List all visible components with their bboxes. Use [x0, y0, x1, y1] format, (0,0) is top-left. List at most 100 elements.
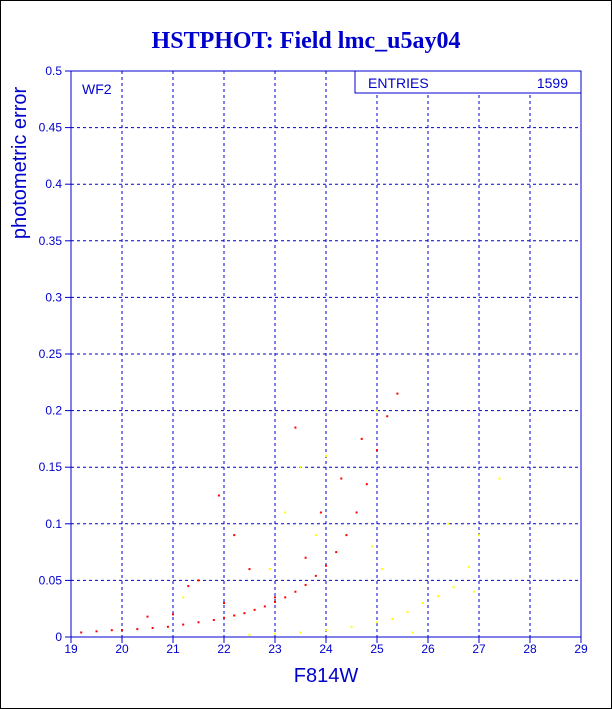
- data-point: [376, 621, 378, 624]
- stats-entries-label: ENTRIES: [368, 75, 429, 91]
- x-tick-label: 26: [421, 642, 435, 656]
- data-point: [274, 632, 276, 635]
- data-point: [80, 631, 83, 634]
- data-point: [182, 596, 185, 599]
- x-tick-label: 22: [217, 642, 231, 656]
- data-point: [381, 568, 384, 571]
- data-point: [243, 612, 246, 615]
- series-yellow: [182, 409, 501, 636]
- data-point: [370, 545, 373, 548]
- y-tick-label: 0.3: [45, 290, 62, 304]
- x-tick-label: 29: [574, 642, 588, 656]
- data-point: [274, 596, 276, 599]
- data-point: [325, 629, 327, 632]
- data-point: [136, 628, 139, 631]
- data-point: [478, 534, 480, 537]
- y-tick-label: 0: [55, 630, 62, 644]
- data-point: [197, 579, 200, 582]
- data-point: [411, 631, 414, 634]
- y-tick-label: 0.05: [39, 573, 63, 587]
- data-point: [284, 511, 287, 514]
- data-point: [268, 568, 271, 571]
- data-point: [95, 630, 98, 633]
- x-tick-label: 25: [370, 642, 384, 656]
- data-point: [340, 477, 343, 480]
- panel-label: WF2: [82, 81, 112, 97]
- data-point: [386, 415, 389, 418]
- stats-entries-value: 1599: [537, 75, 568, 91]
- data-point: [314, 574, 317, 577]
- data-point: [217, 494, 220, 497]
- data-point: [314, 534, 317, 537]
- data-point: [294, 590, 297, 593]
- data-point: [299, 466, 302, 469]
- data-point: [212, 619, 215, 622]
- grid-lines: [65, 70, 582, 643]
- chart-title: HSTPHOT: Field lmc_u5ay04: [152, 28, 461, 54]
- data-point: [345, 534, 348, 537]
- data-point: [437, 595, 440, 598]
- data-point: [166, 625, 169, 628]
- data-point: [467, 565, 470, 568]
- data-point: [421, 602, 424, 605]
- data-point: [319, 511, 322, 514]
- y-tick-label: 0.5: [45, 64, 62, 78]
- y-axis-label: photometric error: [9, 87, 31, 240]
- data-point: [406, 611, 409, 614]
- data-point: [299, 631, 302, 634]
- y-tick-label: 0.45: [39, 121, 63, 135]
- y-tick-label: 0.1: [45, 517, 62, 531]
- data-point: [391, 617, 394, 620]
- data-point: [376, 409, 378, 412]
- data-point: [223, 616, 225, 619]
- data-point: [223, 602, 225, 605]
- y-tick-label: 0.35: [39, 234, 63, 248]
- y-tick-labels: 0 0.05 0.1 0.15 0.2 0.25 0.3 0.35 0.4 0.45 0.5: [39, 64, 63, 644]
- data-point: [304, 583, 307, 586]
- data-point: [376, 449, 378, 452]
- data-point: [233, 534, 236, 537]
- data-point: [452, 586, 455, 589]
- x-tick-labels: 19 20 21 22 23 24 25 26 27 28 29: [64, 642, 588, 656]
- data-point: [248, 568, 251, 571]
- x-tick-label: 28: [523, 642, 537, 656]
- data-point: [498, 477, 501, 480]
- x-tick-label: 24: [319, 642, 333, 656]
- data-point: [365, 483, 368, 486]
- data-point: [304, 556, 307, 559]
- x-tick-label: 19: [64, 642, 78, 656]
- data-point: [121, 629, 123, 632]
- data-point: [325, 564, 327, 567]
- data-point: [110, 629, 113, 632]
- stats-box: ENTRIES 1599: [354, 70, 582, 94]
- x-tick-label: 20: [115, 642, 129, 656]
- data-point: [146, 615, 149, 618]
- x-axis-label: F814W: [294, 665, 359, 687]
- y-tick-label: 0.25: [39, 347, 63, 361]
- data-point: [355, 511, 358, 514]
- y-tick-label: 0.15: [39, 460, 63, 474]
- data-point: [294, 426, 297, 429]
- series-red: [80, 392, 399, 634]
- x-tick-label: 21: [166, 642, 180, 656]
- data-point: [172, 613, 174, 616]
- x-tick-label: 23: [268, 642, 282, 656]
- data-point: [187, 585, 190, 588]
- data-point: [447, 522, 450, 525]
- data-point: [151, 626, 154, 629]
- data-point: [248, 633, 251, 636]
- y-tick-label: 0.4: [45, 177, 62, 191]
- y-tick-label: 0.2: [45, 404, 62, 418]
- data-point: [253, 608, 256, 611]
- data-point: [325, 454, 327, 457]
- data-point: [360, 437, 363, 440]
- data-point: [350, 625, 353, 628]
- data-point: [197, 621, 200, 624]
- data-point: [284, 596, 287, 599]
- data-point: [233, 614, 236, 617]
- data-point: [396, 392, 399, 395]
- data-point: [472, 590, 475, 593]
- x-tick-label: 27: [472, 642, 486, 656]
- data-point: [274, 600, 276, 603]
